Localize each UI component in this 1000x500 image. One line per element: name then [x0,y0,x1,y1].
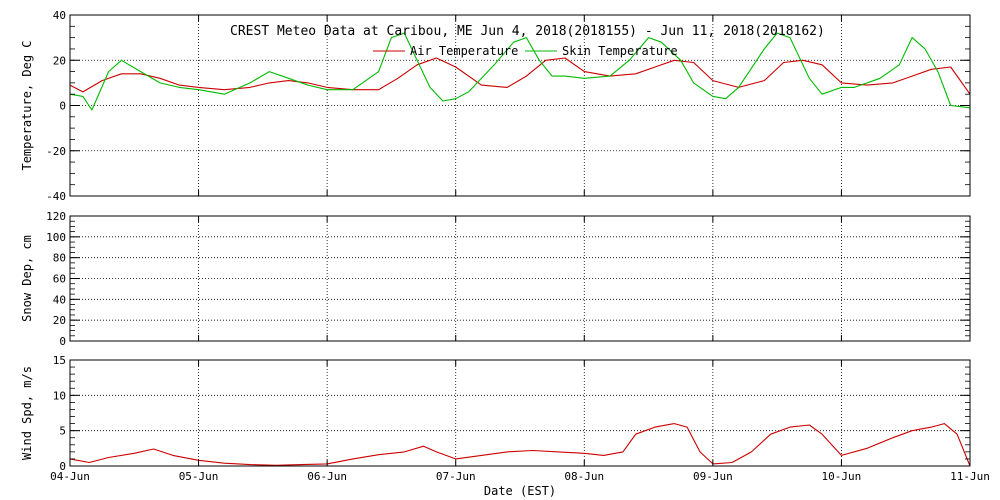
temperature-series [69,32,971,111]
temperature-grid [70,15,970,196]
snow-depth-y-tick-label: 20 [53,314,66,327]
snow-depth-panel: 0 20 40 60 80 100 120 Snow Dep, cm [20,210,971,348]
wind-speed-y-tick-label: 0 [59,460,66,473]
x-tick-label: 06-Jun [307,470,347,483]
snow-depth-y-tick-label: 100 [46,231,66,244]
x-tick-label: 07-Jun [436,470,476,483]
wind-speed-grid [70,360,970,466]
x-tick-label: 05-Jun [179,470,219,483]
chart-title: CREST Meteo Data at Caribou, ME Jun 4, 2… [230,24,825,39]
snow-depth-axis-label: Snow Dep, cm [20,235,34,322]
temperature-y-tick-label: 40 [53,9,66,22]
wind-speed-series [69,423,971,467]
temperature-y-tick-label: 20 [53,54,66,67]
temperature-panel: -40 -20 0 20 40 Temperature, Deg C [20,9,971,203]
wind-speed-y-tick-label: 5 [59,425,66,438]
x-tick-label: 09-Jun [693,470,733,483]
x-tick-label: 11-Jun [950,470,990,483]
snow-depth-grid [70,216,970,341]
snow-depth-y-tick-label: 120 [46,210,66,223]
snow-depth-y-tick-label: 0 [59,335,66,348]
x-tick-labels: 04-Jun 05-Jun 06-Jun 07-Jun 08-Jun 09-Jun 10-J… [50,470,990,483]
wind-speed-series-line-0 [69,423,971,467]
wind-speed-y-tick-label: 15 [53,354,66,367]
temperature-plot-frame [69,14,971,197]
x-tick-label: 10-Jun [822,470,862,483]
x-tick-label: 08-Jun [564,470,604,483]
x-tick-label: 04-Jun [50,470,90,483]
legend: Air Temperature Skin Temperature [373,44,678,58]
wind-speed-panel: 0 5 10 15 Wind Spd, m/s [20,354,971,473]
snow-depth-y-tick-label: 80 [53,252,66,265]
snow-depth-plot-frame [69,215,971,342]
temperature-y-tick-label: -20 [46,145,66,158]
snow-depth-y-tick-label: 40 [53,293,66,306]
x-axis-label: Date (EST) [484,484,556,498]
legend-air-label: Air Temperature [410,44,518,58]
temperature-y-tick-label: -40 [46,190,66,203]
temperature-axis-label: Temperature, Deg C [20,40,34,170]
temperature-series-line-skin-temperature [69,32,971,111]
wind-speed-axis-label: Wind Spd, m/s [20,366,34,460]
snow-depth-y-tick-label: 60 [53,273,66,286]
wind-speed-plot-frame [69,359,971,467]
legend-skin-label: Skin Temperature [562,44,678,58]
temperature-y-tick-label: 0 [59,100,66,113]
wind-speed-y-tick-label: 10 [53,389,66,402]
temperature-series-line-air-temperature [69,57,971,95]
